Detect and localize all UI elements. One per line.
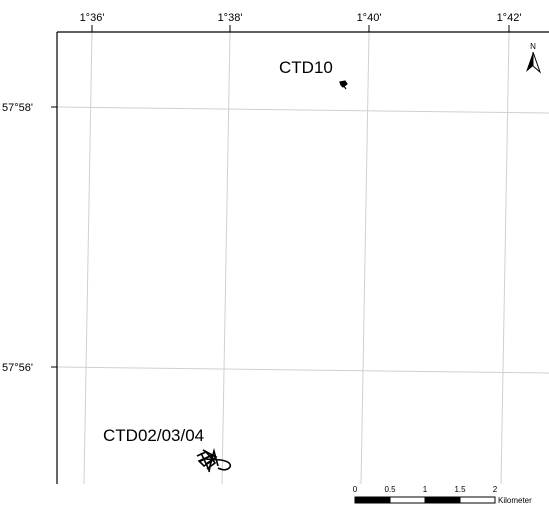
scale-bar-tick-1-5: 1.5 <box>454 485 466 494</box>
latitude-label-2: 57°56' <box>2 362 33 374</box>
scale-bar-tick-0: 0 <box>353 485 358 494</box>
graticule-parallel-1 <box>57 107 549 113</box>
station-track-ctd02-03-04 <box>197 450 230 472</box>
longitude-label-1: 1°36' <box>80 12 105 24</box>
scale-bar-segment-1 <box>355 497 390 503</box>
north-arrow-label: N <box>530 42 536 51</box>
scale-bar-tick-1: 1 <box>423 485 428 494</box>
scale-bar-segment-3 <box>425 497 460 503</box>
map-frame <box>57 32 549 484</box>
scale-bar: 0 0.5 1 1.5 2 Kilometer <box>353 485 532 505</box>
station-label-ctd10: CTD10 <box>279 58 333 77</box>
scale-bar-tick-2: 2 <box>493 485 498 494</box>
latitude-label-1: 57°58' <box>2 102 33 114</box>
longitude-label-4: 1°42' <box>497 12 522 24</box>
graticule-parallel-2 <box>57 367 549 373</box>
scale-bar-segment-2 <box>390 497 425 503</box>
longitude-label-2: 1°38' <box>218 12 243 24</box>
station-track-ctd10 <box>340 81 347 89</box>
scale-bar-tick-0-5: 0.5 <box>384 485 396 494</box>
station-label-ctd02-03-04: CTD02/03/04 <box>103 426 204 445</box>
graticule-meridian-3 <box>361 32 369 484</box>
longitude-tick-marks <box>92 25 509 32</box>
scale-bar-unit: Kilometer <box>498 496 532 505</box>
latitude-tick-marks <box>51 107 57 367</box>
longitude-label-3: 1°40' <box>357 12 382 24</box>
graticule-meridian-1 <box>84 32 92 484</box>
graticule-meridian-4 <box>501 32 509 484</box>
graticule <box>57 32 549 484</box>
graticule-meridian-2 <box>222 32 230 484</box>
scale-bar-segment-4 <box>460 497 495 503</box>
north-arrow-icon: N <box>526 42 540 72</box>
